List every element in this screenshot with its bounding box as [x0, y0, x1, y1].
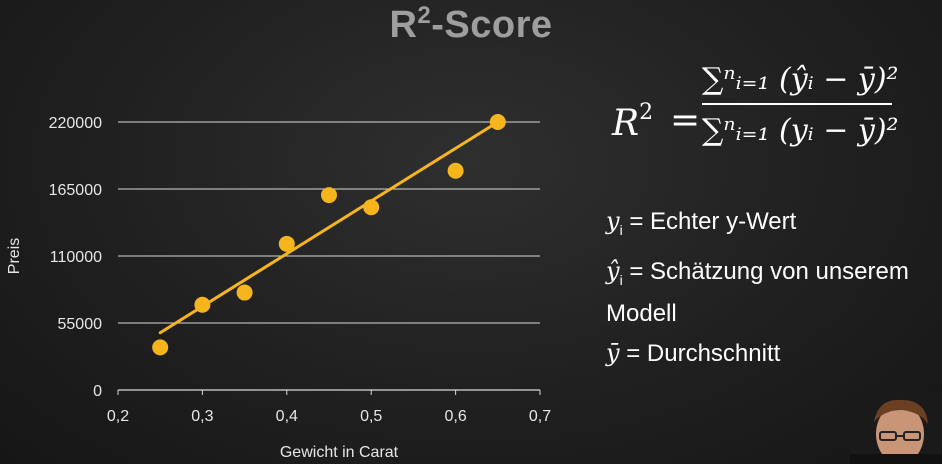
- x-axis-label: Gewicht in Carat: [280, 444, 399, 461]
- formula-denominator: ∑ⁿᵢ₌₁ (yᵢ − ȳ)²: [702, 113, 899, 148]
- y-tick-label: 220000: [49, 115, 102, 132]
- y-tick-label: 0: [93, 383, 102, 400]
- r2-formula: R2 = ∑ⁿᵢ₌₁ (ŷᵢ − ȳ)² ∑ⁿᵢ₌₁ (yᵢ − ȳ)²: [612, 62, 912, 182]
- x-tick-label: 0,4: [276, 408, 298, 425]
- x-tick-label: 0,7: [529, 408, 551, 425]
- data-point: [194, 296, 211, 313]
- data-point: [321, 187, 337, 204]
- definition-ybar: ȳ = Durchschnitt: [606, 339, 781, 367]
- fraction-bar: [702, 103, 892, 105]
- x-tick-label: 0,2: [107, 408, 129, 425]
- data-point: [152, 339, 169, 356]
- x-tick-label: 0,3: [191, 408, 213, 425]
- y-axis-label: Preis: [6, 238, 23, 274]
- y-tick-label: 55000: [58, 316, 103, 333]
- x-tick-label: 0,6: [444, 408, 466, 425]
- regression-line: [158, 120, 500, 335]
- y-tick-label: 110000: [50, 249, 102, 266]
- definition-yhat: ŷi = Schätzung von unserem Modell: [606, 257, 909, 327]
- data-point: [489, 114, 506, 130]
- formula-fraction: ∑ⁿᵢ₌₁ (ŷᵢ − ȳ)² ∑ⁿᵢ₌₁ (yᵢ − ȳ)²: [702, 62, 899, 148]
- data-point: [278, 235, 295, 252]
- y-tick-label: 165000: [49, 182, 102, 199]
- formula-numerator: ∑ⁿᵢ₌₁ (ŷᵢ − ȳ)²: [702, 62, 899, 97]
- data-point: [236, 284, 253, 301]
- data-point: [363, 199, 380, 216]
- page-title: R2-Score: [389, 2, 553, 46]
- formula-equals: =: [670, 100, 701, 141]
- x-tick-label: 0,5: [360, 408, 382, 425]
- data-point: [447, 162, 464, 179]
- formula-lhs: R2: [612, 100, 654, 144]
- webcam-overlay: [850, 392, 942, 464]
- definition-y: yi = Echter y-Wert: [606, 207, 797, 238]
